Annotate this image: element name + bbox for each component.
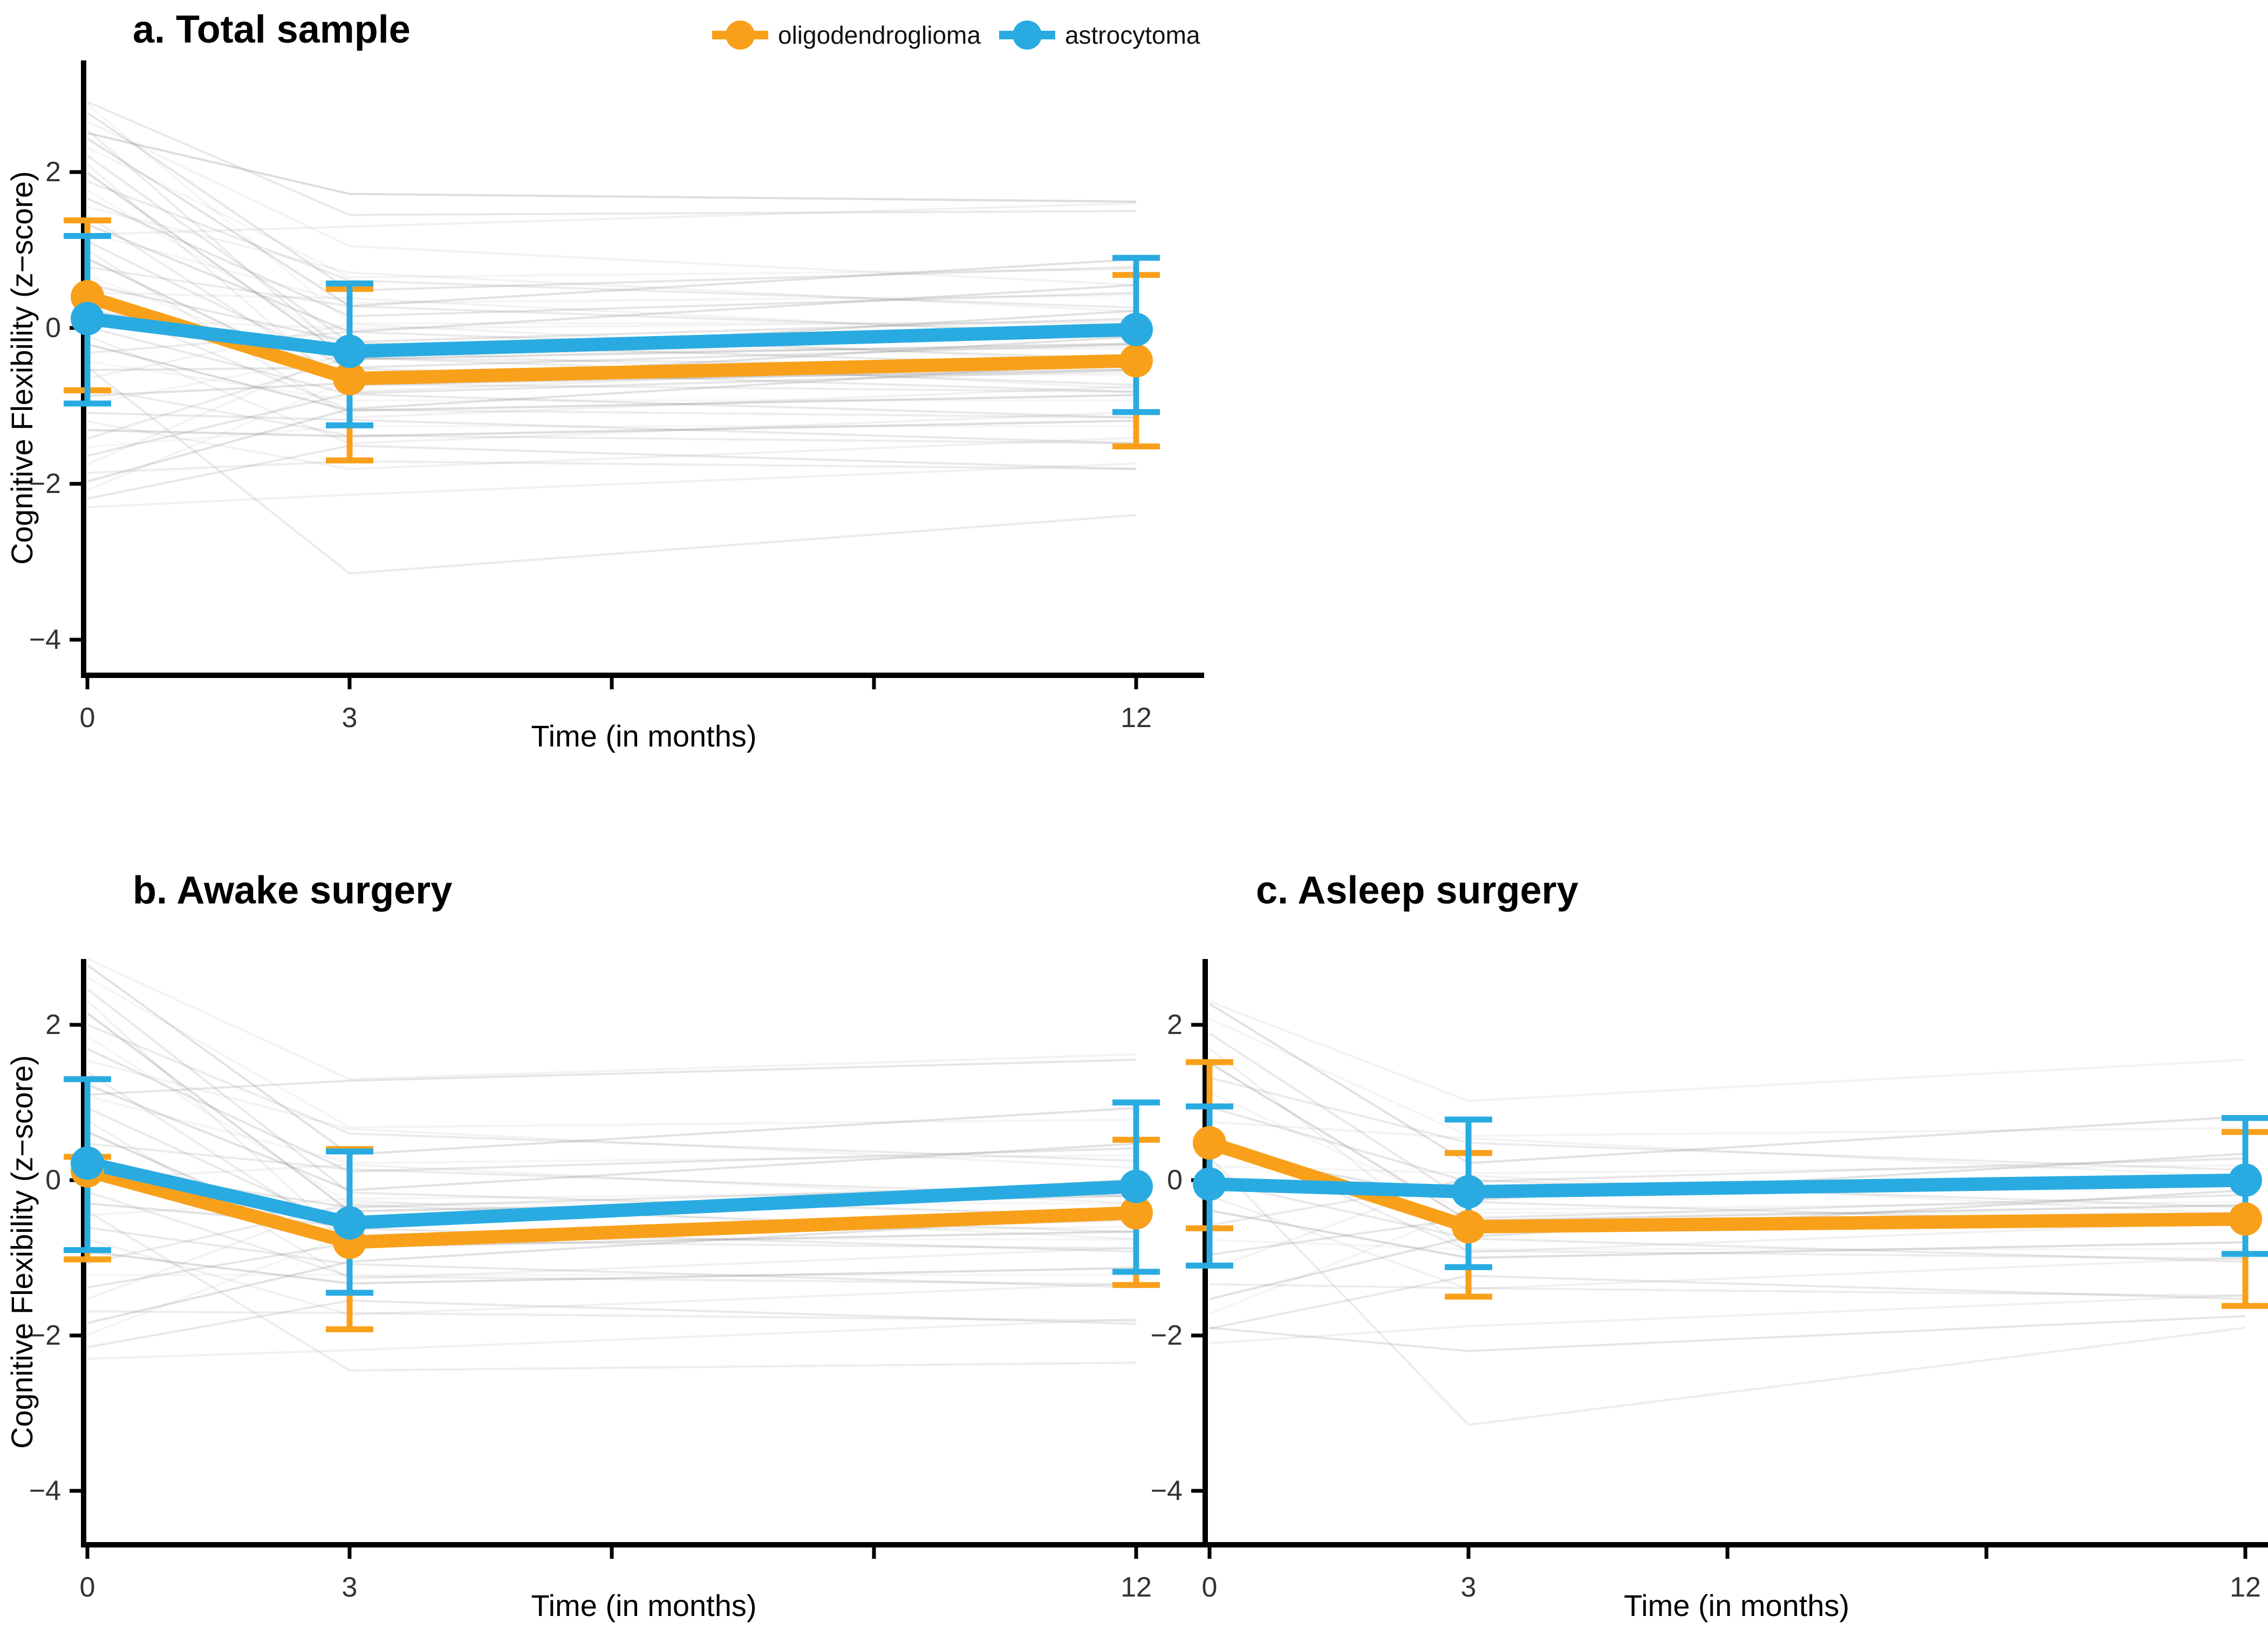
individual-trajectory xyxy=(87,1058,1137,1096)
y-tick-label: −2 xyxy=(29,468,61,499)
individual-trajectory xyxy=(1208,1003,2246,1165)
individual-trajectory xyxy=(87,180,1137,309)
individual-trajectory xyxy=(86,366,1137,575)
mean-point xyxy=(1193,1167,1226,1201)
mean-point xyxy=(71,1146,104,1180)
x-axis-title-panel-a: Time (in months) xyxy=(531,719,757,753)
individual-trajectory xyxy=(1209,1283,2246,1297)
individual-trajectory xyxy=(87,120,1137,286)
errorbars-astrocytoma xyxy=(64,1076,1160,1296)
individual-trajectory xyxy=(1208,1156,2246,1426)
x-axis-title-panel-c: Time (in months) xyxy=(1623,1588,1849,1622)
mean-point xyxy=(1452,1175,1485,1209)
mean-point xyxy=(1119,344,1153,378)
individual-trajectory xyxy=(87,132,1137,203)
y-tick-label: −4 xyxy=(29,1475,61,1506)
x-tick-label: 0 xyxy=(1202,1572,1218,1603)
y-tick-label: 0 xyxy=(45,312,61,344)
individual-trajectory xyxy=(87,197,1137,318)
y-tick-label: 0 xyxy=(45,1165,61,1196)
panel-a-title: a. Total sample xyxy=(133,8,411,51)
mean-point xyxy=(2229,1202,2262,1236)
x-tick-label: 3 xyxy=(342,702,358,734)
individual-trajectories xyxy=(1208,1000,2246,1426)
legend-item-oligodendroglioma: oligodendroglioma xyxy=(712,19,981,51)
individual-trajectory xyxy=(1209,1017,2246,1137)
individual-trajectory xyxy=(1209,1000,2246,1102)
legend: oligodendroglioma astrocytoma xyxy=(712,19,1200,51)
panel-c-title: c. Asleep surgery xyxy=(1256,869,1579,912)
pointrange-key-icon xyxy=(999,19,1055,51)
individual-trajectory xyxy=(86,1210,1137,1372)
panel-a: 0 3 12 2 0 −2 −4 xyxy=(29,60,1204,734)
x-tick-label: 12 xyxy=(2230,1572,2261,1603)
y-tick-label: 2 xyxy=(1167,1009,1183,1040)
mean-point xyxy=(1452,1210,1485,1244)
individual-trajectory xyxy=(87,206,1137,313)
panel-b: 0 3 12 2 0 −2 −4 xyxy=(29,957,1204,1603)
individual-trajectory xyxy=(86,138,1137,307)
individual-trajectory xyxy=(86,112,1137,292)
individual-trajectory xyxy=(1209,1315,2246,1352)
y-tick-label: 2 xyxy=(45,156,61,188)
individual-trajectory xyxy=(1209,1294,2246,1345)
individual-trajectory xyxy=(87,462,1137,509)
individual-trajectory xyxy=(87,1024,1137,1162)
x-tick-label: 3 xyxy=(342,1572,358,1603)
individual-trajectory xyxy=(87,976,1137,1129)
mean-points-oligodendroglioma xyxy=(1193,1126,2262,1244)
individual-trajectories xyxy=(86,957,1137,1372)
mean-point xyxy=(333,334,366,368)
individual-trajectory xyxy=(87,957,1137,1080)
mean-point xyxy=(1119,312,1153,346)
individual-trajectory xyxy=(87,1059,1137,1169)
y-tick-label: −2 xyxy=(29,1320,61,1351)
individual-trajectory xyxy=(87,420,1137,470)
panel-c: 0 3 12 2 0 −2 −4 xyxy=(1151,959,2268,1603)
y-tick-label: 0 xyxy=(1167,1165,1183,1196)
y-tick-label: −4 xyxy=(1151,1475,1183,1506)
mean-points-astrocytoma xyxy=(71,1146,1153,1240)
mean-point xyxy=(71,302,104,335)
mean-points-astrocytoma xyxy=(1193,1163,2262,1209)
x-axis-title-panel-b: Time (in months) xyxy=(531,1588,757,1622)
y-tick-label: 2 xyxy=(45,1009,61,1040)
mean-point xyxy=(2229,1163,2262,1197)
x-tick-label: 3 xyxy=(1461,1572,1477,1603)
legend-label: oligodendroglioma xyxy=(778,21,981,49)
x-tick-label: 12 xyxy=(1121,1572,1152,1603)
mean-points-astrocytoma xyxy=(71,302,1153,368)
y-tick-label: −2 xyxy=(1151,1320,1183,1351)
mean-line-astrocytoma xyxy=(1209,1173,2246,1199)
individual-trajectory xyxy=(87,202,1137,236)
mean-point xyxy=(1119,1169,1153,1203)
panel-b-title: b. Awake surgery xyxy=(133,869,453,912)
mean-point xyxy=(1119,1196,1153,1230)
legend-item-astrocytoma: astrocytoma xyxy=(999,19,1200,51)
y-axis-title-panel-b: Cognitive Flexibility (z−score) xyxy=(5,1055,39,1449)
individual-trajectory xyxy=(87,1318,1137,1360)
individual-trajectory xyxy=(1209,1076,2246,1172)
legend-label: astrocytoma xyxy=(1064,21,1200,49)
mean-point xyxy=(333,361,366,395)
y-axis-title-panel-a: Cognitive Flexibility (z−score) xyxy=(5,171,39,565)
individual-trajectory xyxy=(87,146,1137,279)
y-tick-label: −4 xyxy=(29,624,61,655)
mean-point xyxy=(1193,1126,1226,1160)
x-tick-label: 0 xyxy=(80,702,95,734)
x-tick-label: 0 xyxy=(80,1572,95,1603)
x-tick-label: 12 xyxy=(1121,702,1152,734)
mean-point xyxy=(333,1206,366,1240)
individual-trajectory xyxy=(87,101,1137,216)
pointrange-key-icon xyxy=(712,19,768,51)
